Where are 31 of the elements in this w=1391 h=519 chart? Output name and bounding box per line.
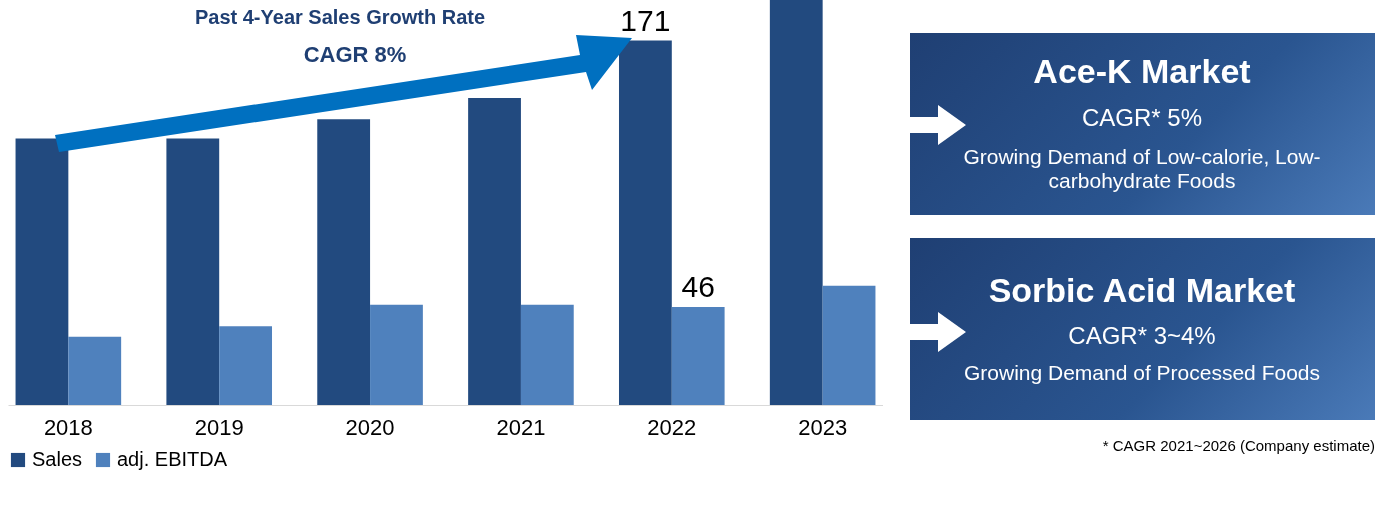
text: Sorbic Acid Market	[988, 270, 1296, 310]
annotation: CAGR 8%	[303, 41, 407, 68]
text: CAGR* 5%	[1081, 103, 1203, 132]
legend-label: adj. EBITDA	[117, 448, 228, 470]
bar	[520, 304, 574, 405]
bar	[15, 138, 69, 405]
data-label: 171	[620, 3, 671, 37]
x-tick-label: 2018	[43, 414, 93, 440]
legend-label: Sales	[32, 448, 83, 470]
bar	[671, 306, 725, 405]
x-tick-label: 2020	[345, 414, 395, 440]
x-tick-label: 2022	[647, 414, 697, 440]
bar	[769, 0, 823, 405]
bar	[317, 119, 371, 405]
data-label: 46	[681, 269, 715, 303]
bar	[219, 326, 273, 405]
annotation: Past 4-Year Sales Growth Rate	[194, 6, 486, 29]
bar	[166, 138, 220, 405]
text: Growing Demand of Processed Foods	[963, 361, 1321, 386]
text: CAGR* 3~4%	[1068, 321, 1216, 350]
text: Growing Demand of Low-calorie, Low-carbohydrate Foods	[962, 144, 1322, 193]
text: * CAGR 2021~2026 (Company estimate)	[1102, 437, 1375, 454]
x-tick-label: 2021	[496, 414, 546, 440]
x-tick-label: 2023	[798, 414, 848, 440]
text: Ace-K Market	[1033, 51, 1251, 91]
bar	[68, 336, 122, 405]
x-tick-label: 2019	[194, 414, 244, 440]
bar	[618, 40, 672, 405]
bar	[822, 285, 876, 405]
bar	[370, 304, 423, 405]
bar	[468, 98, 521, 405]
